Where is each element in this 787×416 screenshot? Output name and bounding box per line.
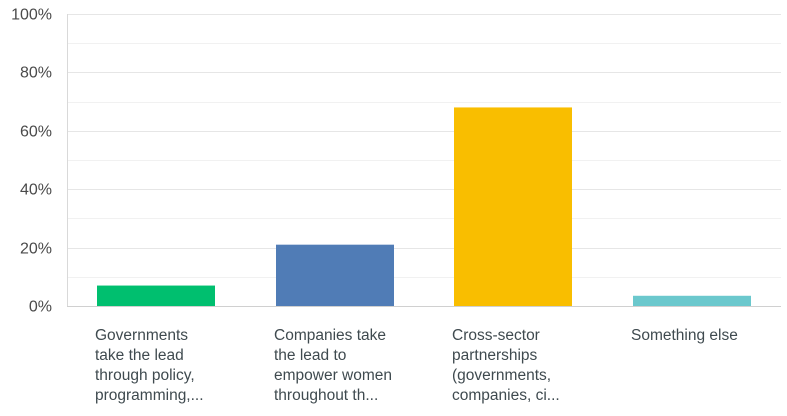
category-label-line: companies, ci... [452,387,560,404]
category-label-4: Something else [631,327,738,344]
category-label-1: Governments take the lead through policy, p… [95,327,204,404]
bar-3[interactable] [454,107,572,306]
category-label-line: Cross-sector [452,327,540,344]
category-label-line: the lead to [274,347,346,364]
category-label-line: Companies take [274,327,386,344]
category-label-line: empower women [274,367,392,384]
category-label-line: throughout th... [274,387,378,404]
category-label-line: (governments, [452,367,551,384]
category-label-line: take the lead [95,347,184,364]
category-labels: Governments take the lead through policy, p… [95,327,738,404]
y-tick-label: 0% [29,299,52,316]
y-tick-label: 20% [20,241,52,258]
grid-layer [67,14,781,278]
y-tick-label: 40% [20,182,52,199]
category-label-line: Governments [95,327,188,344]
bar-1[interactable] [97,285,215,306]
y-axis: 0% 20% 40% 60% 80% 100% [11,7,781,316]
bar-layer [97,107,751,306]
y-tick-label: 100% [11,7,52,24]
bar-2[interactable] [276,244,394,306]
category-label-3: Cross-sector partnerships (governments, com… [452,327,560,404]
category-label-line: partnerships [452,347,538,364]
category-label-2: Companies take the lead to empower women th… [274,327,392,404]
category-label-line: through policy, [95,367,195,384]
category-label-line: Something else [631,327,738,344]
category-label-line: programming,... [95,387,204,404]
y-tick-label: 60% [20,124,52,141]
y-tick-label: 80% [20,65,52,82]
bar-4[interactable] [633,295,751,306]
